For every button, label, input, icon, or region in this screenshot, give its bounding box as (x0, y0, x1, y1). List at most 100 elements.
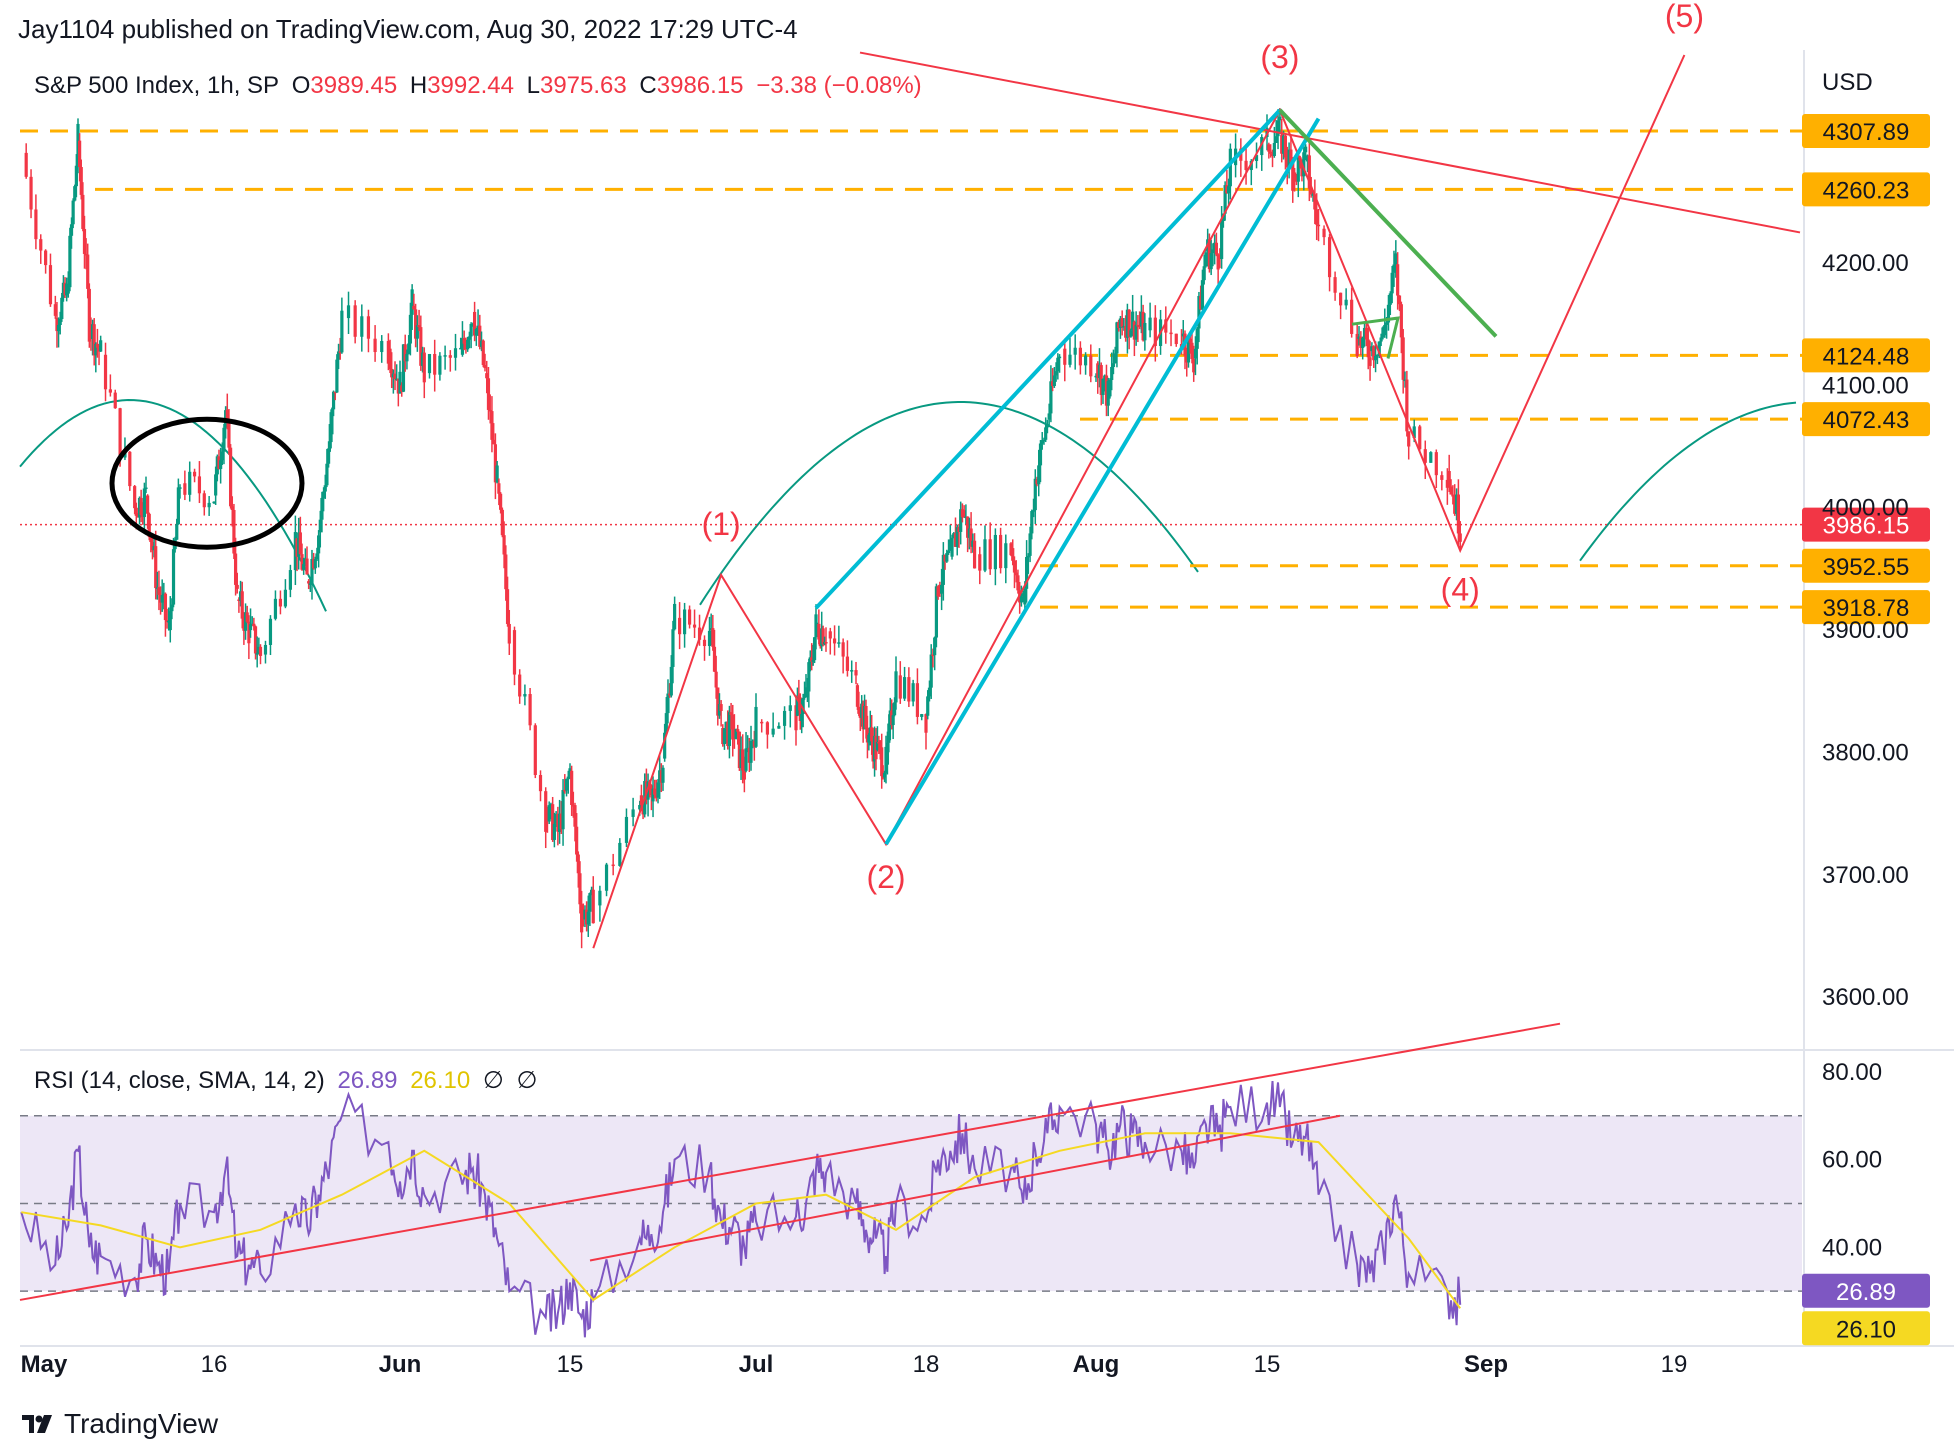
candle-body (583, 909, 587, 920)
candle-body (483, 365, 487, 369)
candle-body (1379, 337, 1383, 342)
candle-body (760, 721, 764, 724)
candle-body (391, 373, 395, 378)
cycle-curve-1 (19, 398, 327, 612)
candle-body (1096, 363, 1100, 379)
candle-body (927, 687, 932, 697)
candle-body (734, 729, 738, 739)
time-tick-4: Jul (739, 1351, 774, 1378)
candle-body (312, 558, 316, 569)
candle-body (1125, 309, 1130, 338)
candle-body (729, 712, 733, 716)
candle-body (295, 538, 299, 557)
candle-body (1040, 440, 1044, 444)
candle-body (1148, 317, 1152, 331)
candle-body (1209, 253, 1213, 270)
candle-body (765, 722, 770, 735)
open-label: O (291, 72, 311, 99)
candle-body (400, 385, 404, 392)
candle-body (1372, 346, 1376, 361)
candle-body (1339, 292, 1343, 306)
candle-body (175, 524, 179, 540)
candle-body (197, 476, 202, 494)
candle-body (938, 584, 942, 594)
time-tick-0: May (21, 1351, 68, 1378)
candle-body (1293, 172, 1297, 176)
candle-body (732, 730, 737, 739)
candle-body (1103, 375, 1107, 380)
candle-body (658, 770, 662, 783)
candle-body (466, 339, 470, 350)
candle-body (500, 509, 504, 536)
candle-body (687, 609, 692, 625)
candle-body (1447, 471, 1451, 487)
candle-body (81, 194, 85, 229)
candle-body (1213, 242, 1217, 250)
candle-body (302, 564, 306, 570)
candle-body (950, 537, 954, 557)
candle-body (1068, 354, 1072, 365)
candle-body (39, 239, 43, 251)
candle-body (1440, 475, 1444, 480)
candle-body (1134, 324, 1138, 340)
rsi-tick-2: 80.00 (1822, 1059, 1882, 1086)
candle-body (955, 527, 959, 547)
candle-body (953, 533, 958, 547)
candle-body (1315, 209, 1319, 225)
candle-body (638, 805, 642, 810)
candle-body (1305, 155, 1310, 162)
candle-body (983, 539, 987, 571)
candle-body (328, 424, 332, 449)
candle-body (493, 444, 498, 483)
candle-body (1200, 280, 1205, 310)
candle-body (476, 325, 480, 330)
candle-body (401, 344, 406, 392)
candle-body (1313, 194, 1317, 210)
candle-body (214, 474, 218, 496)
rsi-tick-0: 40.00 (1822, 1234, 1882, 1261)
candle-body (1141, 311, 1145, 341)
candle-body (162, 593, 166, 596)
candle-body (857, 706, 861, 714)
candle-body (222, 427, 226, 452)
candle-body (1449, 486, 1453, 495)
candle-body (934, 586, 939, 638)
candle-body (1106, 380, 1110, 406)
candle-body (802, 694, 807, 698)
candle-body (941, 554, 945, 585)
candle-body (417, 325, 421, 328)
currency-label: USD (1822, 69, 1873, 96)
candle-body (147, 513, 151, 538)
candle-body (1383, 324, 1387, 336)
candle-body (453, 348, 458, 358)
time-tick-7: 15 (1254, 1351, 1281, 1378)
rsi-tag-text-0: 26.89 (1836, 1279, 1896, 1306)
candle-body (1111, 363, 1116, 367)
candle-body (639, 795, 644, 806)
candle-body (137, 497, 142, 518)
candle-body (1110, 366, 1114, 380)
candle-body (854, 670, 858, 676)
candle-body (76, 123, 80, 166)
candle-body (86, 254, 90, 289)
price-legend: S&P 500 Index, 1h, SP O3989.45 H3992.44 … (34, 72, 928, 100)
candle-body (1278, 116, 1282, 121)
candle-body (1127, 309, 1131, 337)
rsi-title[interactable]: RSI (14, close, SMA, 14, 2) (34, 1067, 325, 1094)
rsi-trendline-upper (19, 1022, 1561, 1301)
candle-body (1056, 357, 1060, 372)
symbol-label[interactable]: S&P 500 Index, 1h, SP (34, 72, 280, 99)
candle-body (1254, 155, 1259, 161)
candle-body (654, 794, 658, 798)
candle-body (497, 483, 501, 494)
candle-body (1285, 157, 1289, 168)
level-tag-0 (1802, 113, 1930, 148)
candle-body (810, 657, 814, 662)
candle-body (1051, 381, 1055, 386)
candle-body (438, 355, 442, 375)
candle-body (495, 465, 499, 483)
candle-body (507, 623, 511, 644)
candle-body (924, 714, 928, 733)
candle-body (962, 510, 966, 517)
